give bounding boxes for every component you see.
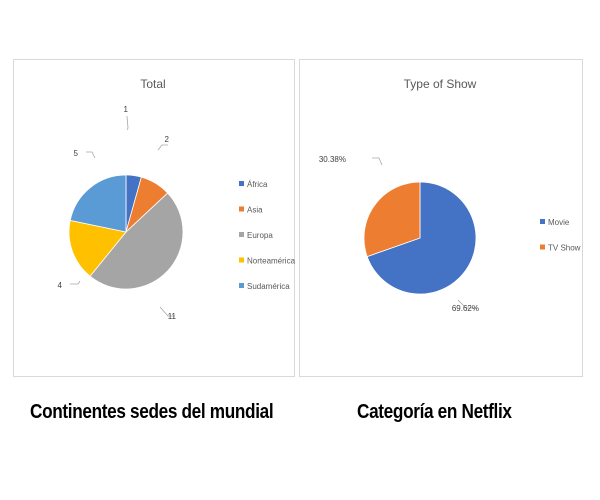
legend-label-europa: Europa	[247, 231, 273, 240]
data-label-asia: 2	[165, 135, 170, 144]
data-label-sudamerica: 5	[74, 149, 79, 158]
data-label-africa: 1	[124, 105, 129, 114]
data-label-norteamerica: 4	[58, 281, 63, 290]
legend-swatch-sudamerica	[239, 283, 244, 288]
pie-slice-norteamerica	[68, 219, 127, 277]
legend-swatch-asia	[239, 206, 244, 212]
legend-label-norteamerica: Norteamérica	[247, 257, 296, 266]
legend-swatch-norteamerica	[239, 257, 244, 263]
pie-chart-2: Type of Show 69.62% 30.38% Movie TV Show	[319, 77, 581, 313]
pie-slice-movie	[366, 181, 477, 295]
legend-swatch-tv-show	[540, 244, 545, 250]
legend-label-tv-show: TV Show	[548, 244, 581, 253]
leader-line	[70, 280, 81, 285]
chart-title: Total	[140, 77, 165, 91]
leader-line	[86, 151, 96, 159]
legend-label-asia: Asia	[247, 206, 263, 215]
legend-swatch-africa	[239, 181, 244, 186]
pie-slice-europa	[89, 192, 184, 290]
legend-label-africa: África	[247, 180, 268, 189]
data-label-europa: 11	[168, 312, 177, 321]
pie-slice-sudamerica	[69, 174, 127, 233]
caption-continents: Continentes sedes del mundial	[30, 401, 274, 423]
leader-line	[159, 306, 175, 317]
leader-line	[372, 157, 383, 166]
data-label-tv-show: 30.38%	[319, 155, 346, 164]
leader-line	[457, 299, 478, 309]
caption-netflix: Categoría en Netflix	[357, 401, 512, 423]
pie-chart-1: Total 1 2 11 4 5 África Asia Europa Norteamérica S…	[58, 77, 296, 321]
legend-label-sudamerica: Sudamérica	[247, 282, 290, 291]
leader-line	[126, 115, 129, 131]
legend-swatch-europa	[239, 232, 244, 237]
chart-title: Type of Show	[404, 77, 477, 91]
leader-line	[157, 144, 168, 151]
pie-slice-tv-show	[363, 181, 421, 258]
data-label-movie: 69.62%	[452, 304, 479, 313]
legend-swatch-movie	[540, 219, 545, 224]
legend-label-movie: Movie	[548, 218, 570, 227]
